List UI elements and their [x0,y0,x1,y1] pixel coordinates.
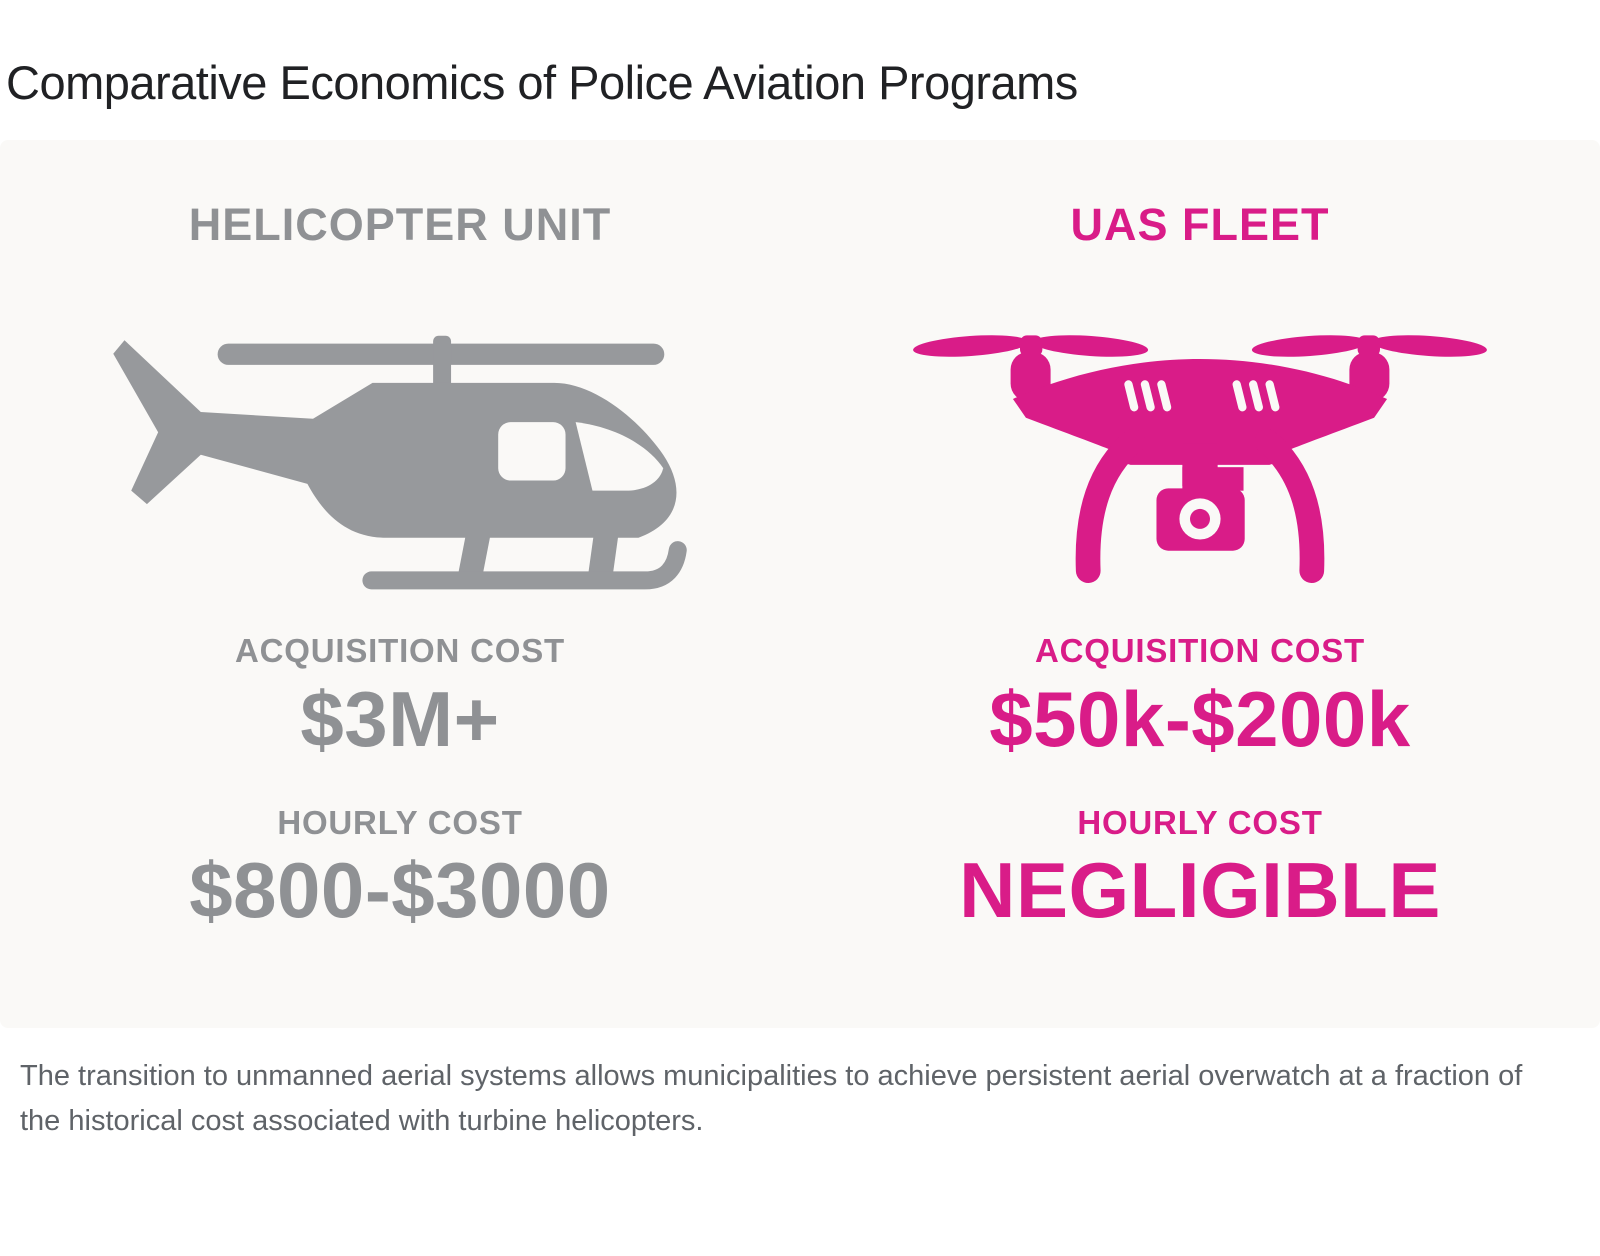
uas-hourly-metric: HOURLY COST NEGLIGIBLE [959,803,1441,935]
metric-value: $3M+ [300,674,500,763]
metric-label: ACQUISITION COST [235,632,565,670]
metric-value: $800-$3000 [189,846,611,935]
helicopter-column: HELICOPTER UNIT [0,140,800,1028]
helicopter-acquisition-metric: ACQUISITION COST $3M+ [235,631,565,763]
metric-label: HOURLY COST [1077,803,1323,841]
metric-label: ACQUISITION COST [1035,632,1365,670]
helicopter-icon [0,325,800,597]
helicopter-hourly-metric: HOURLY COST $800-$3000 [189,803,610,935]
helicopter-heading: HELICOPTER UNIT [188,199,612,251]
metric-value: NEGLIGIBLE [959,846,1441,935]
metric-label: HOURLY COST [277,803,523,841]
uas-acquisition-metric: ACQUISITION COST $50k-$200k [989,631,1410,763]
caption: The transition to unmanned aerial system… [20,1060,1523,1137]
drone-icon [800,325,1600,597]
document-page: Comparative Economics of Police Aviation… [0,56,1600,1256]
infographic-panel: HELICOPTER UNIT [0,140,1600,1029]
uas-heading: UAS FLEET [1070,199,1330,251]
page-title: Comparative Economics of Police Aviation… [6,56,1078,109]
uas-column: UAS FLEET [800,140,1600,1028]
metric-value: $50k-$200k [989,674,1411,763]
